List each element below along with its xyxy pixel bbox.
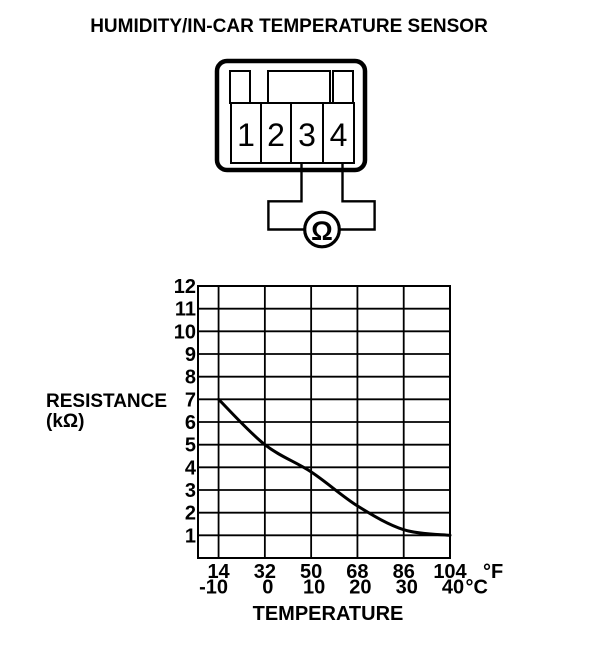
x-axis-title: TEMPERATURE: [252, 603, 404, 625]
y-tick-label-11: 11: [175, 299, 196, 321]
y-tick-label-3: 3: [185, 480, 196, 502]
connector-pin-label-4: 4: [330, 117, 348, 153]
y-axis-title-line2: (kΩ): [46, 410, 85, 432]
x-tick-label-c-0: 0: [262, 577, 273, 599]
connector-diagram: 1 2 3 4 Ω: [214, 58, 376, 249]
connector-pin-row: [230, 102, 355, 164]
ohmmeter-omega-symbol: Ω: [311, 216, 333, 246]
x-tick-label-c-40: 40: [442, 577, 464, 599]
y-axis-title: RESISTANCE (kΩ): [46, 392, 167, 431]
y-tick-label-9: 9: [185, 344, 196, 366]
connector-pin-label-1: 1: [237, 117, 255, 153]
connector-key-tab-center: [267, 70, 331, 104]
plot-border: [197, 285, 451, 559]
x-axis-unit-fahrenheit: °F: [483, 561, 503, 583]
y-tick-label-12: 12: [174, 276, 196, 298]
x-tick-label-c-30: 30: [396, 577, 418, 599]
y-tick-label-7: 7: [185, 389, 196, 411]
test-lead-pin4: [339, 163, 376, 231]
test-lead-pin3: [267, 163, 305, 231]
x-tick-label-f-104: 104: [433, 561, 467, 583]
x-tick-label-c--10: -10: [199, 577, 228, 599]
y-tick-label-6: 6: [185, 412, 196, 434]
y-tick-label-5: 5: [185, 435, 196, 457]
connector-key-tab-right: [332, 70, 354, 104]
x-tick-label-c-10: 10: [303, 577, 325, 599]
x-tick-label-c-20: 20: [349, 577, 371, 599]
connector-pin-label-2: 2: [267, 117, 285, 153]
ohmmeter-circle: [303, 210, 341, 249]
connector-key-tab-left: [229, 70, 251, 104]
connector-housing-outline: [214, 58, 368, 173]
y-axis-title-line1: RESISTANCE: [46, 391, 168, 412]
x-axis-unit-celsius: °C: [466, 577, 488, 599]
connector-pin-label-3: 3: [298, 117, 316, 153]
x-tick-label-f-68: 68: [346, 561, 368, 583]
x-tick-label-f-50: 50: [300, 561, 322, 583]
figure-title: HUMIDITY/IN-CAR TEMPERATURE SENSOR: [90, 16, 488, 37]
y-tick-label-10: 10: [174, 321, 196, 343]
x-tick-label-f-32: 32: [254, 561, 276, 583]
x-tick-label-f-14: 14: [207, 561, 230, 583]
resistance-curve: [217, 397, 452, 537]
y-tick-label-2: 2: [185, 503, 196, 525]
y-tick-label-1: 1: [185, 525, 196, 547]
x-tick-label-f-86: 86: [393, 561, 415, 583]
y-tick-label-4: 4: [185, 457, 197, 479]
y-tick-label-8: 8: [185, 367, 196, 389]
